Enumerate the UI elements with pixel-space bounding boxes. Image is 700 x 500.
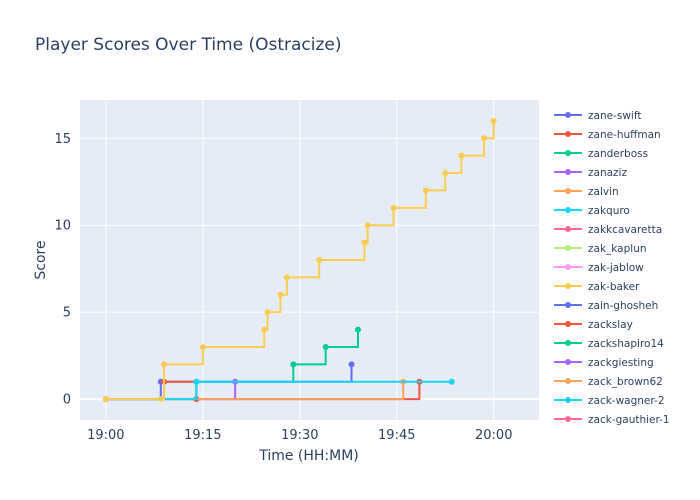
legend-label: zalvin xyxy=(588,186,619,198)
legend-swatch-marker xyxy=(565,302,571,308)
legend-swatch-marker xyxy=(565,321,571,327)
legend-swatch-marker xyxy=(565,131,571,137)
data-point xyxy=(458,152,465,159)
legend-item[interactable]: zak-jablow xyxy=(554,262,644,274)
legend-label: zackslay xyxy=(588,319,633,331)
series-line xyxy=(105,120,495,401)
data-point xyxy=(277,291,284,298)
legend-item[interactable]: zackshapiro14 xyxy=(554,338,664,350)
x-tick-label: 19:45 xyxy=(378,428,415,443)
data-point xyxy=(322,343,329,350)
legend-item[interactable]: zakkcavaretta xyxy=(554,224,662,236)
y-axis-title: Score xyxy=(33,240,49,279)
data-point xyxy=(102,396,109,403)
legend-label: zanderboss xyxy=(588,148,648,160)
x-tick-label: 19:00 xyxy=(87,428,124,443)
legend-label: zakquro xyxy=(588,205,630,217)
legend-item[interactable]: zak-baker xyxy=(554,281,640,293)
x-tick-label: 19:15 xyxy=(184,428,221,443)
data-point xyxy=(193,378,200,385)
legend-swatch-marker xyxy=(565,245,571,251)
y-tick-label: 0 xyxy=(63,393,71,408)
legend-swatch-marker xyxy=(565,283,571,289)
legend-item[interactable]: zane-swift xyxy=(554,110,641,122)
plot-area xyxy=(80,100,539,420)
data-point xyxy=(157,396,164,403)
legend-label: zane-huffman xyxy=(588,129,661,141)
x-axis-title: Time (HH:MM) xyxy=(258,448,359,464)
legend-item[interactable]: zalvin xyxy=(554,186,619,198)
legend-item[interactable]: zak_kaplun xyxy=(554,243,647,255)
legend-item[interactable]: zane-huffman xyxy=(554,129,661,141)
x-tick-label: 20:00 xyxy=(475,428,512,443)
legend-label: zanaziz xyxy=(588,167,627,179)
data-point xyxy=(161,361,168,368)
y-tick-labels: 0 5 10 15 xyxy=(54,132,71,408)
legend-label: zak-jablow xyxy=(588,262,644,274)
legend-item[interactable]: zanderboss xyxy=(554,148,648,160)
series-group xyxy=(102,117,497,403)
series-zak-baker xyxy=(102,117,497,403)
legend-swatch-marker xyxy=(565,188,571,194)
data-point xyxy=(354,326,361,333)
legend-swatch-marker xyxy=(565,169,571,175)
data-point xyxy=(364,222,371,229)
y-tick-label: 10 xyxy=(54,219,71,234)
legend-swatch-marker xyxy=(565,112,571,118)
legend-label: zakkcavaretta xyxy=(588,224,662,236)
legend-item[interactable]: zack-gauthier-1 xyxy=(554,414,670,426)
data-point xyxy=(348,361,355,368)
legend-swatch-marker xyxy=(565,150,571,156)
legend-label: zack_brown62 xyxy=(588,376,663,388)
legend-swatch-marker xyxy=(565,378,571,384)
data-point xyxy=(390,204,397,211)
legend-item[interactable]: zack_brown62 xyxy=(554,376,663,388)
data-point xyxy=(261,326,268,333)
legend-swatch-marker xyxy=(565,226,571,232)
legend-item[interactable]: zackslay xyxy=(554,319,633,331)
data-point xyxy=(448,378,455,385)
data-point xyxy=(422,187,429,194)
data-point xyxy=(290,361,297,368)
data-point xyxy=(490,117,497,124)
x-tick-labels: 19:00 19:15 19:30 19:45 20:00 xyxy=(87,428,512,443)
legend-label: zane-swift xyxy=(588,110,641,122)
legend-label: zack-wagner-2 xyxy=(588,395,665,407)
legend-label: zak_kaplun xyxy=(588,243,647,255)
data-point xyxy=(283,274,290,281)
legend-swatch-marker xyxy=(565,207,571,213)
legend-item[interactable]: zain-ghosheh xyxy=(554,300,658,312)
data-point xyxy=(264,309,271,316)
data-point xyxy=(316,257,323,263)
legend-item[interactable]: zackgiesting xyxy=(554,357,654,369)
legend-item[interactable]: zakquro xyxy=(554,205,630,217)
legend: zane-swift zane-huffman zanderboss zanaziz z… xyxy=(554,110,670,426)
legend-label: zackgiesting xyxy=(588,357,654,369)
legend-swatch-marker xyxy=(565,340,571,346)
legend-label: zain-ghosheh xyxy=(588,300,658,312)
y-tick-label: 15 xyxy=(54,132,71,147)
legend-swatch-marker xyxy=(565,416,571,422)
legend-label: zak-baker xyxy=(588,281,640,293)
legend-swatch-marker xyxy=(565,359,571,365)
data-point xyxy=(442,170,449,177)
x-tick-label: 19:30 xyxy=(281,428,318,443)
series-line xyxy=(105,381,405,401)
data-point xyxy=(361,239,368,246)
legend-swatch-marker xyxy=(565,397,571,403)
legend-swatch-marker xyxy=(565,264,571,270)
legend-label: zackshapiro14 xyxy=(588,338,664,350)
data-point xyxy=(199,343,206,350)
legend-item[interactable]: zanaziz xyxy=(554,167,627,179)
legend-label: zack-gauthier-1 xyxy=(588,414,670,426)
chart-title: Player Scores Over Time (Ostracize) xyxy=(35,35,342,55)
y-tick-label: 5 xyxy=(63,306,71,321)
legend-item[interactable]: zack-wagner-2 xyxy=(554,395,665,407)
data-point xyxy=(481,135,488,142)
